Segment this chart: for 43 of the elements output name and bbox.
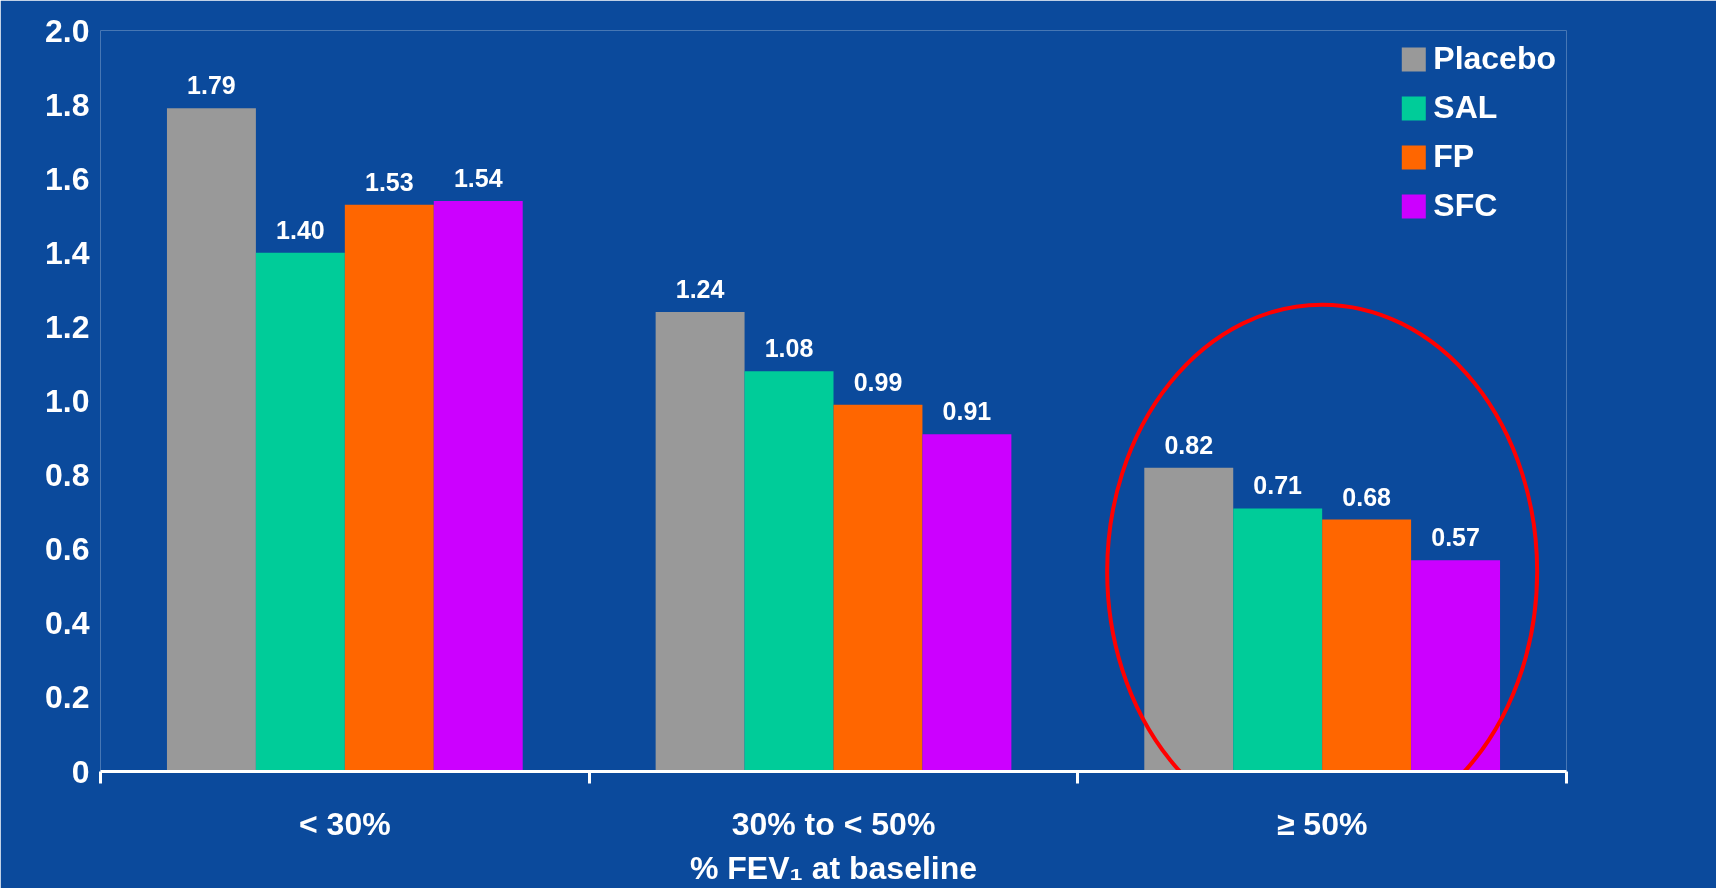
bar: [833, 404, 923, 772]
data-label: 0.71: [1253, 471, 1303, 500]
legend-label: Placebo: [1433, 40, 1556, 77]
y-tick-label: 1.4: [45, 234, 90, 271]
y-tick-label: 0.8: [45, 457, 90, 494]
y-tick-label: 1.0: [45, 383, 90, 419]
x-tick-label: ≥ 50%: [1276, 805, 1368, 842]
data-label: 1.24: [675, 275, 725, 304]
data-label: 0.99: [853, 367, 903, 396]
y-tick-label: 1.2: [45, 308, 90, 345]
data-label: 1.54: [453, 163, 503, 192]
y-tick-label: 0.6: [45, 531, 90, 568]
x-axis-title: % FEV₁ at baseline: [689, 849, 978, 886]
y-tick-label: 2.0: [45, 12, 90, 49]
bar: [255, 252, 345, 772]
data-label: 0.82: [1164, 430, 1214, 459]
bar: [344, 204, 434, 772]
bar: [744, 371, 834, 772]
y-tick-label: 0.4: [45, 605, 90, 642]
y-tick-label: 1.8: [45, 86, 90, 123]
bar: [1322, 519, 1412, 772]
bar: [1411, 560, 1501, 772]
bar: [1144, 467, 1234, 772]
legend-label: SFC: [1433, 187, 1498, 224]
bar: [433, 200, 523, 772]
data-label: 1.53: [364, 167, 414, 196]
x-tick-label: 30% to < 50%: [731, 805, 936, 842]
data-label: 0.68: [1342, 482, 1392, 511]
bar: [922, 434, 1012, 772]
bar: [655, 312, 745, 772]
x-tick-label: < 30%: [299, 805, 391, 842]
bar: [1233, 508, 1323, 772]
data-label: 1.08: [764, 334, 814, 363]
data-label: 0.91: [942, 397, 992, 426]
y-tick-label: 0.2: [45, 679, 90, 716]
legend-label: FP: [1433, 138, 1475, 175]
y-tick-label: 1.6: [45, 160, 90, 197]
data-label: 1.40: [276, 215, 325, 244]
y-tick-label: 0: [71, 753, 90, 790]
legend-label: SAL: [1433, 89, 1498, 126]
bar: [166, 108, 256, 772]
data-label: 1.79: [187, 71, 236, 100]
data-label: 0.57: [1431, 523, 1480, 552]
